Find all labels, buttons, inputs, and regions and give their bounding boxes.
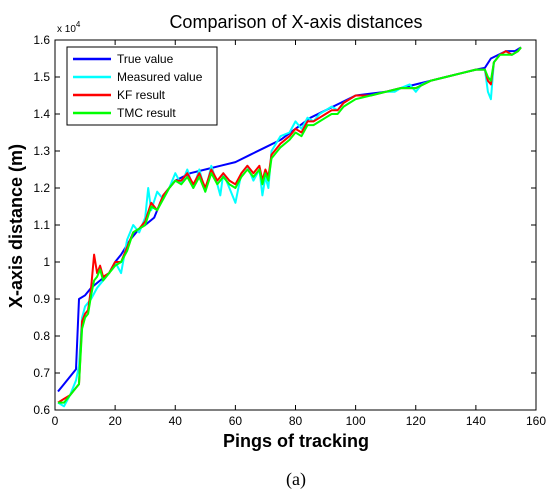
legend-label-kf-result: KF result: [117, 88, 166, 102]
x-tick-label: 100: [346, 414, 366, 428]
figure-caption: (a): [286, 469, 306, 490]
y-axis-label: X-axis distance (m): [6, 144, 26, 308]
y-tick-label: 0.7: [33, 366, 50, 380]
legend-label-true-value: True value: [117, 52, 174, 66]
y-tick-label: 0.8: [33, 329, 50, 343]
y-tick-label: 0.6: [33, 403, 50, 417]
x-tick-label: 60: [229, 414, 243, 428]
x-tick-label: 40: [169, 414, 183, 428]
y-tick-label: 1.6: [33, 33, 50, 47]
axis-ticks: 0 20 40 60 80 100 120 140 160 0.6 0.7 0.8 0.9 1 1.1 1.2…: [33, 33, 546, 428]
x-axis-label: Pings of tracking: [223, 431, 369, 451]
y-tick-label: 1: [43, 255, 50, 269]
series-line-tmc-result: [58, 46, 522, 404]
legend: True value Measured value KF result TMC res…: [66, 46, 218, 126]
legend-label-tmc-result: TMC result: [117, 106, 176, 120]
x-tick-label: 140: [466, 414, 486, 428]
x-tick-label: 20: [108, 414, 122, 428]
x-tick-label: 160: [526, 414, 546, 428]
y-tick-label: 1.4: [33, 107, 50, 121]
x-tick-label: 0: [52, 414, 59, 428]
legend-label-measured-value: Measured value: [117, 70, 203, 84]
y-tick-label: 1.1: [33, 218, 50, 232]
series-group: [57, 46, 522, 408]
x-tick-label: 80: [289, 414, 303, 428]
y-tick-label: 0.9: [33, 292, 50, 306]
y-exponent-label: x 104: [57, 20, 81, 35]
y-tick-label: 1.5: [33, 70, 50, 84]
y-tick-label: 1.3: [33, 144, 50, 158]
x-tick-label: 120: [406, 414, 426, 428]
y-tick-label: 1.2: [33, 181, 50, 195]
chart-title: Comparison of X-axis distances: [169, 12, 422, 32]
